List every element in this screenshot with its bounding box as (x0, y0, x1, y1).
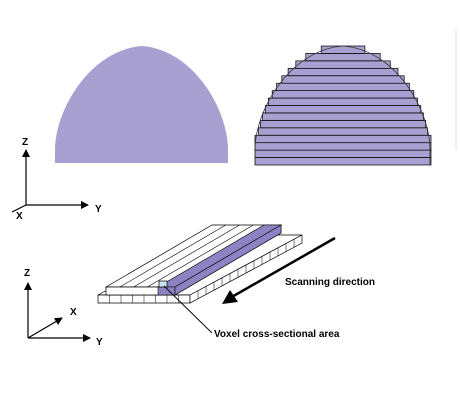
slice-layer (321, 46, 365, 53)
slice-layer (306, 53, 380, 60)
z-axis-label: Z (22, 137, 28, 148)
z-axis-label: Z (24, 268, 30, 279)
x-axis-line (28, 318, 62, 338)
slice-layer (260, 120, 425, 127)
slice-layer (268, 98, 417, 105)
y-axis-label: Y (95, 204, 102, 215)
slice-layer (296, 61, 391, 68)
slice-layer (263, 113, 424, 120)
y-axis-label: Y (96, 337, 103, 348)
sliced-cross-section (255, 46, 431, 165)
slice-layer (272, 91, 414, 98)
voxel-area-label: Voxel cross-sectional area (214, 329, 340, 340)
slice-layer (255, 158, 431, 165)
slice-layer (259, 128, 428, 135)
slice-layer (255, 150, 431, 157)
slice-layer (288, 68, 398, 75)
axes-bottom: Z X Y (24, 268, 103, 348)
solid-cross-section (55, 46, 228, 163)
voxel-cross-section (159, 281, 167, 287)
slice-layer (255, 135, 431, 142)
x-axis-label: X (16, 211, 23, 222)
slice-layer (255, 143, 431, 150)
layered-tracks (98, 225, 302, 303)
x-axis-label: X (70, 307, 77, 318)
slice-layer (282, 76, 404, 83)
scanning-direction-label: Scanning direction (285, 277, 375, 288)
arrow-head (222, 290, 238, 304)
slice-layer (265, 106, 421, 113)
slice-layer (277, 83, 410, 90)
